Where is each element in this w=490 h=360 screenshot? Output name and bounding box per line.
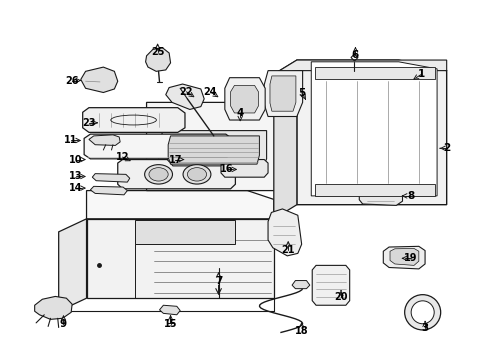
Text: 9: 9	[60, 319, 67, 329]
Text: 12: 12	[116, 152, 129, 162]
Text: 6: 6	[352, 50, 359, 60]
Ellipse shape	[183, 165, 211, 184]
Text: 25: 25	[151, 47, 164, 57]
Polygon shape	[359, 190, 402, 206]
Text: 22: 22	[180, 87, 193, 97]
Polygon shape	[118, 159, 235, 189]
Polygon shape	[225, 78, 265, 120]
Polygon shape	[81, 67, 118, 93]
Polygon shape	[159, 131, 267, 170]
Polygon shape	[59, 219, 87, 311]
Polygon shape	[297, 60, 447, 205]
Text: 17: 17	[169, 154, 182, 165]
Polygon shape	[270, 76, 296, 111]
Ellipse shape	[145, 165, 172, 184]
Polygon shape	[268, 209, 302, 256]
Text: 14: 14	[69, 183, 83, 193]
Polygon shape	[274, 60, 447, 74]
Ellipse shape	[405, 294, 441, 330]
Text: 13: 13	[69, 171, 83, 181]
Polygon shape	[312, 265, 350, 305]
Text: 21: 21	[281, 245, 295, 255]
Polygon shape	[315, 67, 435, 80]
Text: 20: 20	[334, 292, 348, 302]
Text: 4: 4	[237, 108, 244, 118]
Polygon shape	[87, 219, 274, 298]
Polygon shape	[292, 280, 310, 289]
Text: 19: 19	[404, 253, 417, 263]
Polygon shape	[83, 108, 185, 132]
Polygon shape	[311, 62, 437, 196]
Text: 15: 15	[164, 319, 177, 329]
Ellipse shape	[411, 301, 434, 324]
Polygon shape	[84, 134, 232, 159]
Text: 10: 10	[69, 154, 83, 165]
Polygon shape	[383, 246, 425, 269]
Polygon shape	[92, 174, 130, 182]
Text: 26: 26	[65, 76, 79, 86]
Polygon shape	[168, 136, 259, 164]
Text: 18: 18	[295, 326, 309, 336]
Text: 2: 2	[443, 143, 450, 153]
Polygon shape	[160, 305, 180, 315]
Polygon shape	[146, 48, 171, 71]
Ellipse shape	[149, 168, 168, 181]
Polygon shape	[167, 154, 230, 166]
Text: 11: 11	[64, 135, 78, 145]
Polygon shape	[135, 220, 235, 243]
Text: 24: 24	[204, 87, 217, 97]
Polygon shape	[90, 186, 127, 195]
Ellipse shape	[187, 168, 207, 181]
Polygon shape	[231, 85, 258, 113]
Text: 8: 8	[407, 191, 414, 201]
Polygon shape	[166, 84, 204, 109]
Polygon shape	[147, 102, 293, 190]
Polygon shape	[89, 135, 120, 145]
Text: 16: 16	[220, 165, 234, 174]
Polygon shape	[264, 71, 303, 117]
Text: 23: 23	[82, 118, 96, 128]
Polygon shape	[315, 184, 435, 196]
Polygon shape	[274, 60, 297, 219]
Text: 3: 3	[421, 323, 429, 333]
Text: 7: 7	[215, 275, 222, 285]
Polygon shape	[390, 248, 419, 265]
Text: 1: 1	[418, 69, 425, 79]
Polygon shape	[87, 190, 274, 219]
Text: 5: 5	[298, 87, 305, 98]
Polygon shape	[35, 296, 72, 319]
Polygon shape	[221, 159, 268, 177]
